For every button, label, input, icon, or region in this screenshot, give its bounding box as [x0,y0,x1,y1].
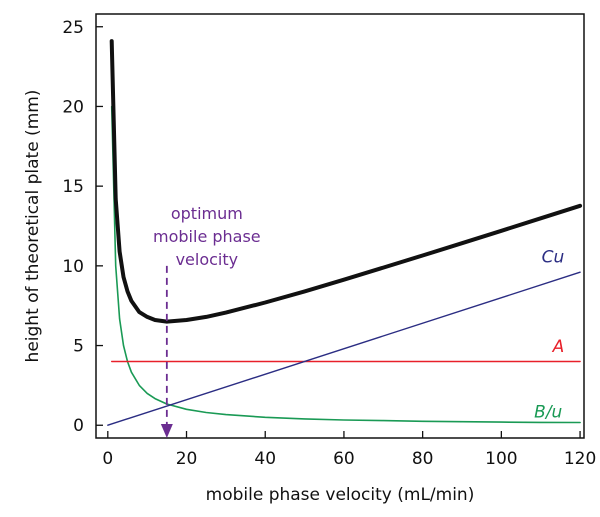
curve-label: Cu [542,248,565,268]
y-tick-label: 20 [62,97,84,117]
curve-cu [107,271,581,426]
x-tick-label: 100 [485,449,517,469]
plot-frame [95,13,585,439]
y-tick-label: 15 [62,177,84,197]
y-tick-label: 25 [62,18,84,38]
x-tick-label: 60 [333,449,355,469]
curve-label: B/u [534,402,562,422]
x-axis-title: mobile phase velocity (mL/min) [206,485,475,505]
axis-ticks: 0 20 40 60 80 100 120 0 5 10 15 20 25 [62,18,596,469]
y-tick-label: 10 [62,257,84,277]
annotation-text-line: mobile phase [153,227,261,246]
y-axis-title: height of theoretical plate (mm) [23,90,43,363]
annotation-arrowhead [160,424,173,438]
x-tick-label: 40 [254,449,276,469]
x-tick-label: 20 [176,449,198,469]
curve-total-plate-height [109,39,583,324]
curve-label: A [552,337,565,357]
curves [107,39,583,426]
curve-labels: Cu A B/u [534,248,564,423]
annotation-text-line: velocity [176,250,239,269]
y-tick-label: 5 [73,337,84,357]
x-tick-label: 120 [564,449,596,469]
x-tick-label: 0 [102,449,113,469]
curve-b-u [110,105,581,424]
x-tick-label: 80 [412,449,434,469]
optimum-annotation: optimum mobile phase velocity [153,204,261,438]
y-tick-label: 0 [73,416,84,436]
annotation-text-line: optimum [171,204,243,223]
